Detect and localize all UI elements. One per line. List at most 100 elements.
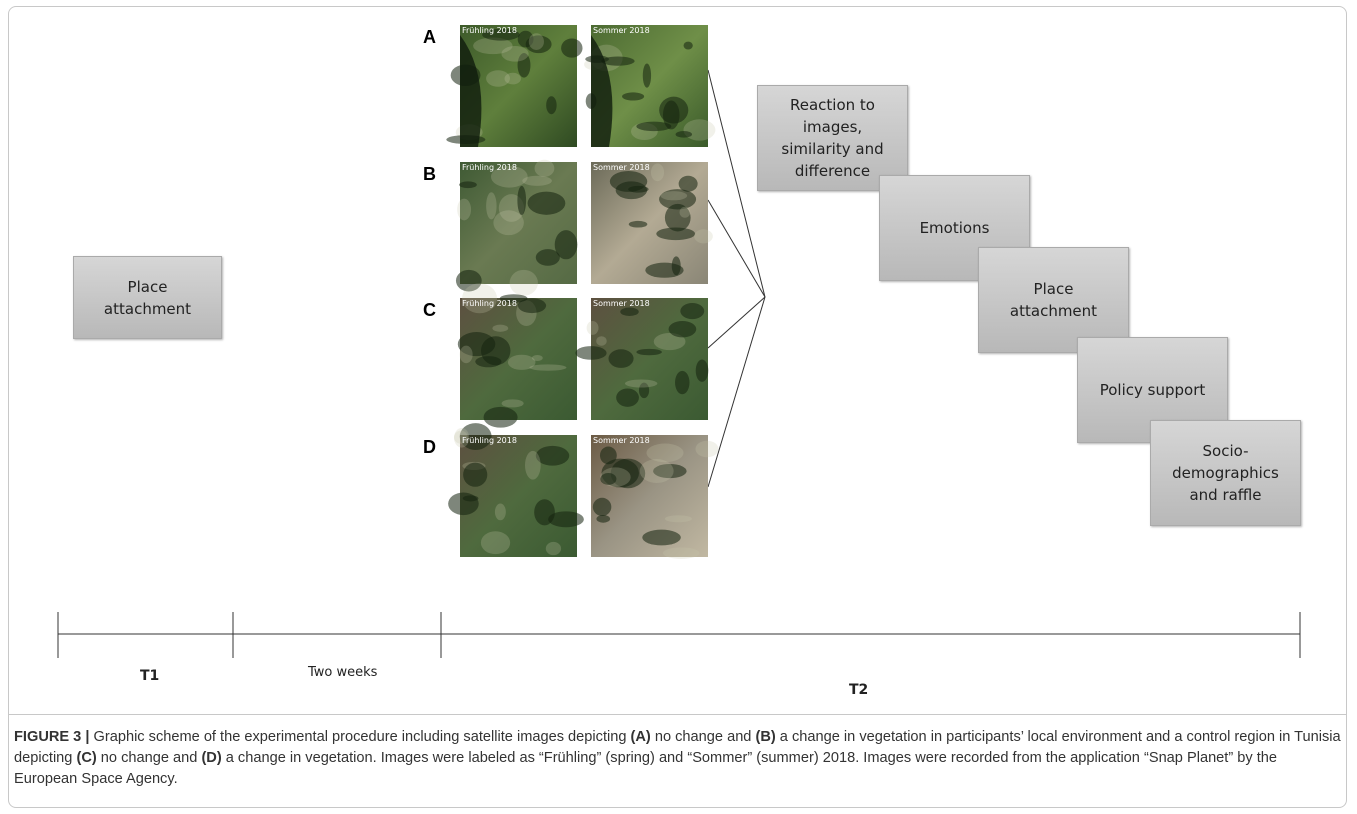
satellite-image: Sommer 2018 bbox=[575, 298, 708, 420]
page: Frühling 2018 Sommer 2018 Frühling 2018 Som… bbox=[0, 0, 1357, 814]
image-texture bbox=[642, 530, 681, 546]
image-texture bbox=[596, 515, 610, 523]
image-texture bbox=[640, 459, 674, 483]
caption-ref: (D) bbox=[201, 750, 221, 766]
image-caption: Sommer 2018 bbox=[593, 163, 650, 172]
caption-ref: (C) bbox=[76, 750, 96, 766]
image-texture bbox=[575, 346, 606, 360]
image-texture bbox=[501, 46, 528, 62]
image-texture bbox=[463, 463, 487, 487]
image-texture bbox=[645, 263, 683, 278]
image-texture bbox=[660, 191, 687, 200]
image-texture bbox=[502, 399, 524, 407]
image-texture bbox=[620, 308, 639, 316]
panel-label: D bbox=[423, 437, 436, 458]
panel-label: C bbox=[423, 300, 436, 321]
image-texture bbox=[534, 499, 555, 525]
image-texture bbox=[696, 359, 709, 381]
image-texture bbox=[625, 379, 658, 387]
separator bbox=[8, 714, 1347, 715]
image-texture bbox=[694, 229, 713, 243]
image-texture bbox=[528, 192, 566, 215]
image-texture bbox=[665, 515, 692, 522]
panel-label: B bbox=[423, 164, 436, 185]
image-texture bbox=[481, 336, 510, 365]
satellite-image: Sommer 2018 bbox=[591, 162, 713, 284]
image-texture bbox=[600, 447, 617, 465]
image-texture bbox=[457, 199, 471, 221]
t1-label: T1 bbox=[140, 668, 159, 684]
satellite-image: Sommer 2018 bbox=[584, 25, 715, 147]
image-texture bbox=[669, 321, 697, 337]
image-texture bbox=[546, 96, 556, 114]
connector bbox=[708, 297, 765, 348]
image-texture bbox=[600, 473, 616, 485]
image-texture bbox=[656, 227, 695, 240]
image-texture bbox=[529, 364, 566, 370]
satellite-image: Frühling 2018 bbox=[456, 160, 577, 296]
image-texture bbox=[683, 119, 715, 140]
image-caption: Frühling 2018 bbox=[462, 299, 517, 308]
image-caption: Sommer 2018 bbox=[593, 26, 650, 35]
image-texture bbox=[535, 160, 555, 177]
connector bbox=[708, 200, 765, 297]
image-texture bbox=[680, 303, 704, 319]
image-texture bbox=[518, 298, 546, 313]
image-texture bbox=[448, 492, 479, 515]
image-texture bbox=[679, 176, 698, 192]
image-texture bbox=[636, 349, 662, 355]
image-texture bbox=[546, 542, 561, 555]
image-texture bbox=[651, 164, 664, 182]
caption: FIGURE 3 | Graphic scheme of the experim… bbox=[14, 727, 1344, 790]
image-texture bbox=[636, 122, 671, 131]
image-texture bbox=[481, 531, 510, 554]
image-texture bbox=[561, 38, 582, 57]
image-texture bbox=[536, 249, 560, 266]
image-caption: Frühling 2018 bbox=[462, 436, 517, 445]
image-texture bbox=[659, 97, 688, 124]
image-texture bbox=[646, 443, 683, 462]
timeline bbox=[58, 612, 1300, 658]
image-texture bbox=[532, 355, 543, 361]
caption-text: no change and bbox=[651, 729, 756, 745]
image-caption: Sommer 2018 bbox=[593, 299, 650, 308]
panel-label: A bbox=[423, 27, 436, 48]
image-texture bbox=[460, 346, 473, 364]
image-texture bbox=[695, 441, 718, 458]
image-texture bbox=[601, 56, 634, 65]
image-texture bbox=[610, 171, 647, 192]
satellite-image: Frühling 2018 bbox=[448, 423, 584, 557]
image-texture bbox=[643, 64, 651, 88]
caption-ref: (A) bbox=[631, 729, 651, 745]
image-texture bbox=[622, 92, 644, 100]
satellite-image: Frühling 2018 bbox=[458, 283, 577, 427]
image-texture bbox=[675, 371, 689, 394]
satellite-image: Sommer 2018 bbox=[591, 435, 718, 559]
image-texture bbox=[676, 131, 692, 138]
satellite-image: Frühling 2018 bbox=[446, 25, 582, 147]
image-texture bbox=[680, 207, 691, 218]
image-texture bbox=[616, 388, 639, 406]
t2-box: Socio-demographics and raffle bbox=[1150, 420, 1301, 526]
image-caption: Sommer 2018 bbox=[593, 436, 650, 445]
caption-ref: (B) bbox=[755, 729, 775, 745]
interval-label: Two weeks bbox=[308, 665, 377, 680]
image-texture bbox=[522, 176, 552, 186]
image-texture bbox=[525, 451, 541, 480]
caption-text: no change and bbox=[97, 750, 202, 766]
image-texture bbox=[629, 221, 648, 228]
image-texture bbox=[593, 498, 611, 516]
image-texture bbox=[684, 42, 693, 50]
caption-text: Graphic scheme of the experimental proce… bbox=[89, 729, 630, 745]
caption-label: FIGURE 3 | bbox=[14, 729, 89, 745]
image-caption: Frühling 2018 bbox=[462, 26, 517, 35]
image-texture bbox=[663, 547, 700, 558]
image-texture bbox=[495, 504, 506, 521]
image-texture bbox=[505, 73, 521, 85]
image-texture bbox=[492, 325, 508, 332]
image-texture bbox=[484, 407, 518, 428]
image-texture bbox=[510, 270, 538, 296]
image-texture bbox=[529, 33, 544, 50]
image-texture bbox=[536, 446, 569, 466]
image-texture bbox=[517, 186, 526, 215]
